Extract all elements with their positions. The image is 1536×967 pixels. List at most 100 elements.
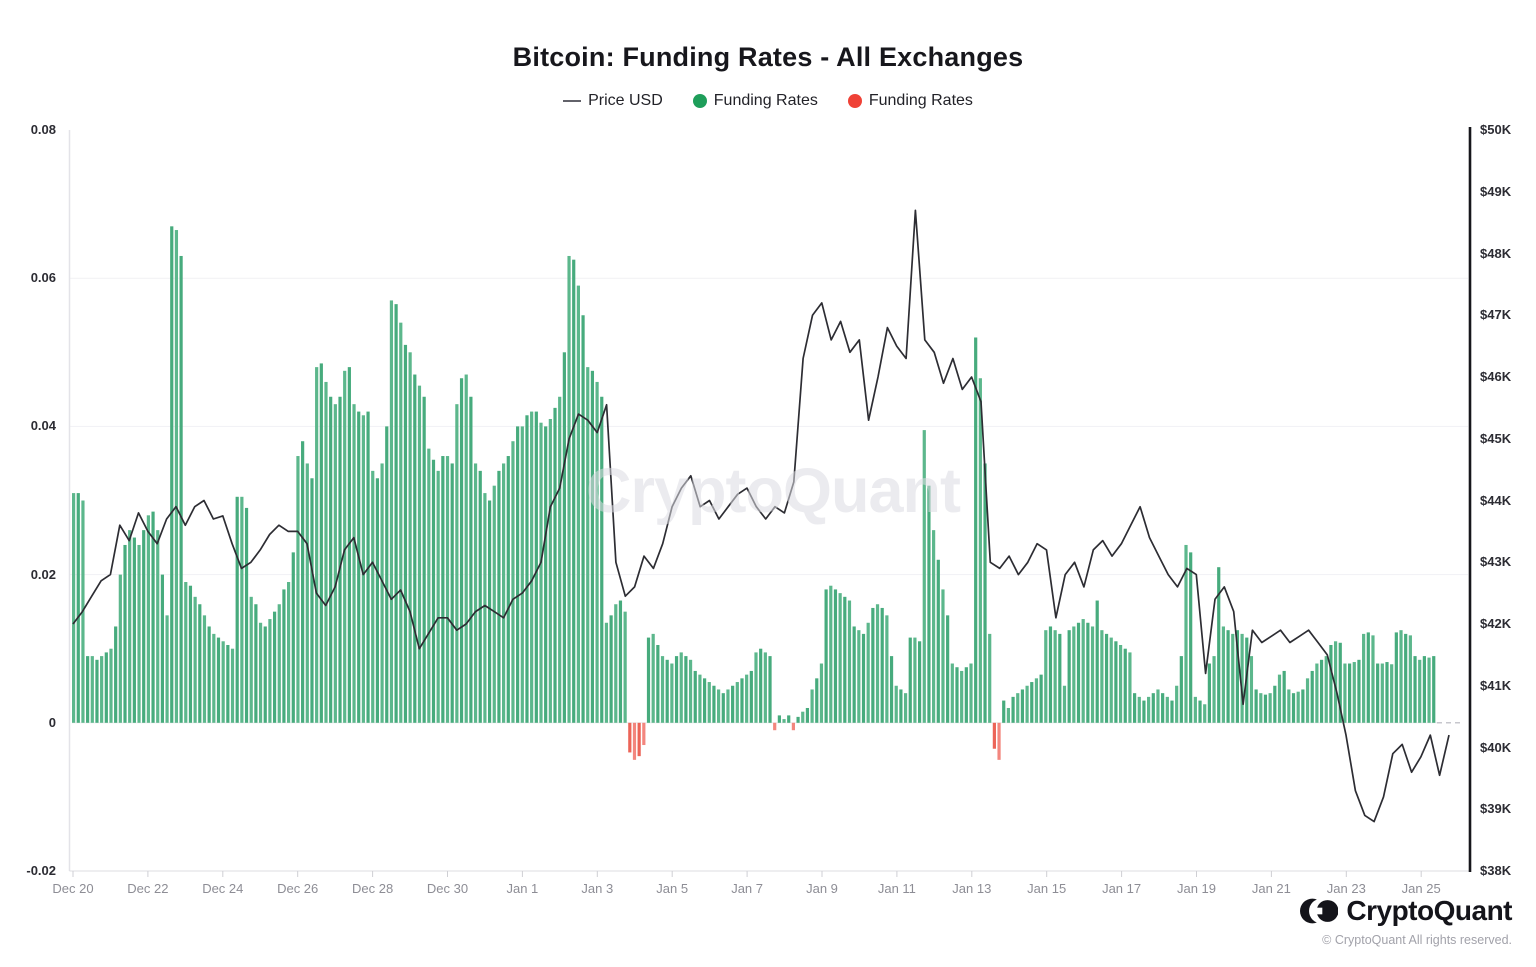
funding-bar-negative xyxy=(997,722,1001,760)
funding-bar-positive xyxy=(618,600,623,723)
funding-bar-positive xyxy=(1301,689,1305,723)
funding-bar-positive xyxy=(459,378,464,723)
x-tick-label: Dec 22 xyxy=(127,881,169,896)
y-left-tick-label: 0.02 xyxy=(30,566,56,582)
funding-bar-positive xyxy=(506,456,510,723)
legend-item-funding-rates-2[interactable]: Funding Rates xyxy=(847,92,973,110)
y-right-tick-label: $50K xyxy=(1480,122,1512,137)
funding-bar-positive xyxy=(646,637,651,723)
x-tick-label: Jan 9 xyxy=(806,881,838,896)
funding-bar-positive xyxy=(1086,622,1090,723)
funding-bar-positive xyxy=(104,652,108,723)
funding-bar-positive xyxy=(1175,685,1179,723)
funding-bar-positive xyxy=(567,255,571,723)
x-tick-label: Jan 19 xyxy=(1176,881,1217,896)
funding-bar-positive xyxy=(1212,656,1216,723)
x-tick-label: Dec 26 xyxy=(277,881,319,896)
funding-bar-positive xyxy=(801,711,805,723)
funding-bar-positive xyxy=(1128,652,1132,723)
price-line xyxy=(72,209,1450,823)
funding-bar-positive xyxy=(829,585,833,723)
funding-bar-positive xyxy=(768,656,772,723)
funding-bar-positive xyxy=(511,441,515,723)
funding-bar-positive xyxy=(964,667,968,723)
funding-bar-positive xyxy=(936,559,940,723)
funding-bar-positive xyxy=(983,463,987,723)
funding-bar-positive xyxy=(1193,696,1197,723)
funding-bar-positive xyxy=(520,426,524,723)
funding-bar-positive xyxy=(198,604,202,723)
funding-bar-positive xyxy=(343,370,347,723)
funding-bar-positive xyxy=(824,589,828,723)
funding-bar-positive xyxy=(684,656,688,723)
funding-bar-positive xyxy=(880,607,884,723)
funding-bar-positive xyxy=(1109,637,1113,723)
x-tick-label: Jan 23 xyxy=(1326,881,1366,896)
legend-item-price-usd-0[interactable]: Price USD xyxy=(563,92,663,110)
funding-bar-positive xyxy=(277,604,281,723)
funding-bar-positive xyxy=(254,604,258,723)
funding-bar-positive xyxy=(287,582,291,723)
funding-bar-positive xyxy=(1291,693,1296,723)
funding-bar-positive xyxy=(852,626,856,723)
funding-bar-positive xyxy=(324,381,328,723)
funding-bar-positive xyxy=(651,633,655,723)
funding-bar-positive xyxy=(352,404,356,723)
funding-bar-positive xyxy=(1385,662,1389,723)
funding-bar-positive xyxy=(604,622,609,723)
funding-bar-positive xyxy=(562,352,566,723)
funding-bar-positive xyxy=(1132,693,1137,723)
funding-bar-positive xyxy=(698,674,702,723)
funding-bar-positive xyxy=(595,381,599,723)
funding-bar-positive xyxy=(1235,630,1240,723)
funding-bar-positive xyxy=(216,637,221,723)
funding-bar-positive xyxy=(1394,632,1398,723)
funding-bar-positive xyxy=(114,626,118,723)
funding-bar-positive xyxy=(735,682,739,723)
funding-bar-positive xyxy=(1390,664,1394,723)
funding-bar-positive xyxy=(1366,632,1370,723)
funding-bar-positive xyxy=(441,456,445,723)
funding-bar-positive xyxy=(160,574,165,723)
funding-bar-positive xyxy=(361,415,365,723)
funding-bar-positive xyxy=(955,667,959,723)
x-tick-label: Dec 24 xyxy=(202,881,244,896)
funding-bar-positive xyxy=(525,415,529,723)
funding-bar-positive xyxy=(871,607,875,723)
funding-bar-positive xyxy=(90,656,94,723)
funding-bar-positive xyxy=(903,693,908,723)
x-tick-label: Jan 17 xyxy=(1102,881,1142,896)
y-right-tick-label: $39K xyxy=(1480,801,1512,817)
funding-bar-positive xyxy=(1352,662,1356,723)
funding-bar-positive xyxy=(291,552,295,723)
funding-bar-positive xyxy=(665,659,669,723)
funding-bar-positive xyxy=(745,674,749,723)
funding-bar-positive xyxy=(805,707,810,723)
funding-bar-positive xyxy=(207,626,211,723)
funding-bar-positive xyxy=(1357,659,1361,723)
funding-bar-positive xyxy=(1184,544,1188,723)
funding-bar-positive xyxy=(427,448,431,723)
legend-item-funding-rates-1[interactable]: Funding Rates xyxy=(692,92,818,110)
funding-bar-positive xyxy=(296,456,300,723)
funding-bar-positive xyxy=(740,678,744,723)
funding-bar-positive xyxy=(1338,642,1342,723)
funding-bar-positive xyxy=(329,396,333,723)
funding-bar-positive xyxy=(1170,700,1174,723)
x-tick-label: Jan 11 xyxy=(877,881,916,896)
funding-bar-positive xyxy=(436,470,440,723)
funding-bar-positive xyxy=(235,496,239,723)
funding-bar-positive xyxy=(1310,670,1314,723)
funding-bar-positive xyxy=(1048,626,1053,723)
funding-bar-positive xyxy=(950,663,954,723)
funding-bar-positive xyxy=(530,411,534,723)
funding-bar-positive xyxy=(1315,663,1319,723)
funding-bar-positive xyxy=(174,230,179,723)
legend-label: Funding Rates xyxy=(868,92,973,109)
funding-bar-positive xyxy=(72,493,76,723)
funding-bar-positive xyxy=(347,367,351,723)
funding-bar-positive xyxy=(1006,707,1010,723)
funding-bar-positive xyxy=(656,644,660,723)
funding-bar-positive xyxy=(282,589,286,723)
